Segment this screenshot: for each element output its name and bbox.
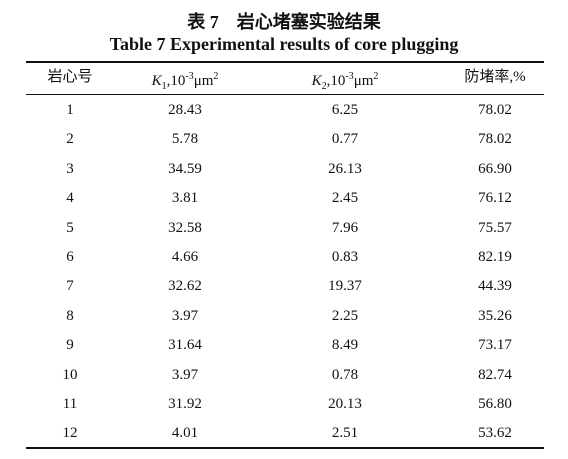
table-cell: 2.51 (331, 425, 359, 442)
table-cell: 78.02 (478, 131, 512, 148)
header-cell: K2,10-3μm2 (265, 67, 425, 97)
superscript: 2 (213, 71, 219, 82)
table-cell: 0.83 (331, 249, 359, 265)
table-cell: 82.19 (478, 249, 512, 265)
table-cell: 56.80 (478, 396, 512, 412)
table-cell: 2 (66, 131, 74, 148)
table-cell: 44.39 (478, 278, 512, 295)
unit: ,10 (166, 73, 186, 89)
table-cell: 6 (66, 249, 74, 265)
table-cell: 31.92 (168, 396, 202, 412)
table-cell: 75.57 (478, 219, 512, 236)
title-cn: 表 7 岩心堵塞实验结果 (187, 12, 381, 32)
table-cell: 3.97 (171, 366, 199, 383)
table-cell: 10 (62, 366, 78, 383)
symbol: K (311, 73, 322, 89)
table-cell: 28.43 (168, 102, 202, 118)
table-cell: 32.58 (168, 219, 202, 236)
table-cell: 26.13 (328, 160, 362, 177)
table-cell: 19.37 (328, 278, 362, 295)
unit: μm (193, 73, 214, 89)
subscript: 1 (161, 81, 167, 92)
table-cell: 8 (66, 307, 74, 324)
superscript: -3 (185, 71, 194, 82)
table-cell: 8.49 (331, 337, 359, 354)
subscript: 2 (321, 81, 327, 92)
table-cell: 7.96 (331, 219, 359, 236)
table-cell: 5.78 (171, 131, 199, 148)
table-cell: 12 (62, 425, 78, 442)
table-cell: 34.59 (168, 160, 202, 177)
bottom-rule (26, 447, 544, 449)
unit: ,10 (326, 73, 346, 89)
table-cell: 53.62 (478, 425, 512, 442)
table-cell: 4 (66, 190, 74, 207)
superscript: -3 (345, 71, 354, 82)
table-cell: 35.26 (478, 307, 512, 324)
table-cell: 31.64 (168, 337, 202, 354)
top-rule (26, 61, 544, 63)
table-cell: 9 (66, 337, 74, 354)
header-rule (26, 94, 544, 95)
table-cell: 4.01 (171, 425, 199, 442)
superscript: 2 (373, 71, 379, 82)
table-cell: 32.62 (168, 278, 202, 295)
table-cell: 78.02 (478, 102, 512, 118)
table-cell: 73.17 (478, 337, 512, 354)
table-cell: 0.77 (331, 131, 359, 148)
table-cell: 0.78 (331, 366, 359, 383)
table-cell: 5 (66, 219, 74, 236)
unit: μm (353, 73, 374, 89)
table-cell: 7 (66, 278, 74, 295)
table-cell: 6.25 (331, 102, 359, 118)
table-cell: 4.66 (171, 249, 199, 265)
table-cell: 76.12 (478, 190, 512, 207)
header-cell: K1,10-3μm2 (105, 67, 265, 97)
table-cell: 82.74 (478, 366, 512, 383)
table-cell: 3 (66, 160, 74, 177)
table-cell: 3.97 (171, 307, 199, 324)
symbol: K (151, 73, 162, 89)
title-en: Table 7 Experimental results of core plu… (109, 34, 459, 54)
table-cell: 2.25 (331, 307, 359, 324)
table-cell: 2.45 (331, 190, 359, 207)
header-cell: 岩心号 (47, 69, 93, 85)
table-cell: 11 (62, 396, 78, 412)
table-cell: 1 (66, 102, 74, 118)
table-cell: 3.81 (171, 190, 199, 207)
table-cell: 66.90 (478, 160, 512, 177)
table-cell: 20.13 (328, 396, 362, 412)
header-cell: 防堵率,% (464, 69, 526, 85)
